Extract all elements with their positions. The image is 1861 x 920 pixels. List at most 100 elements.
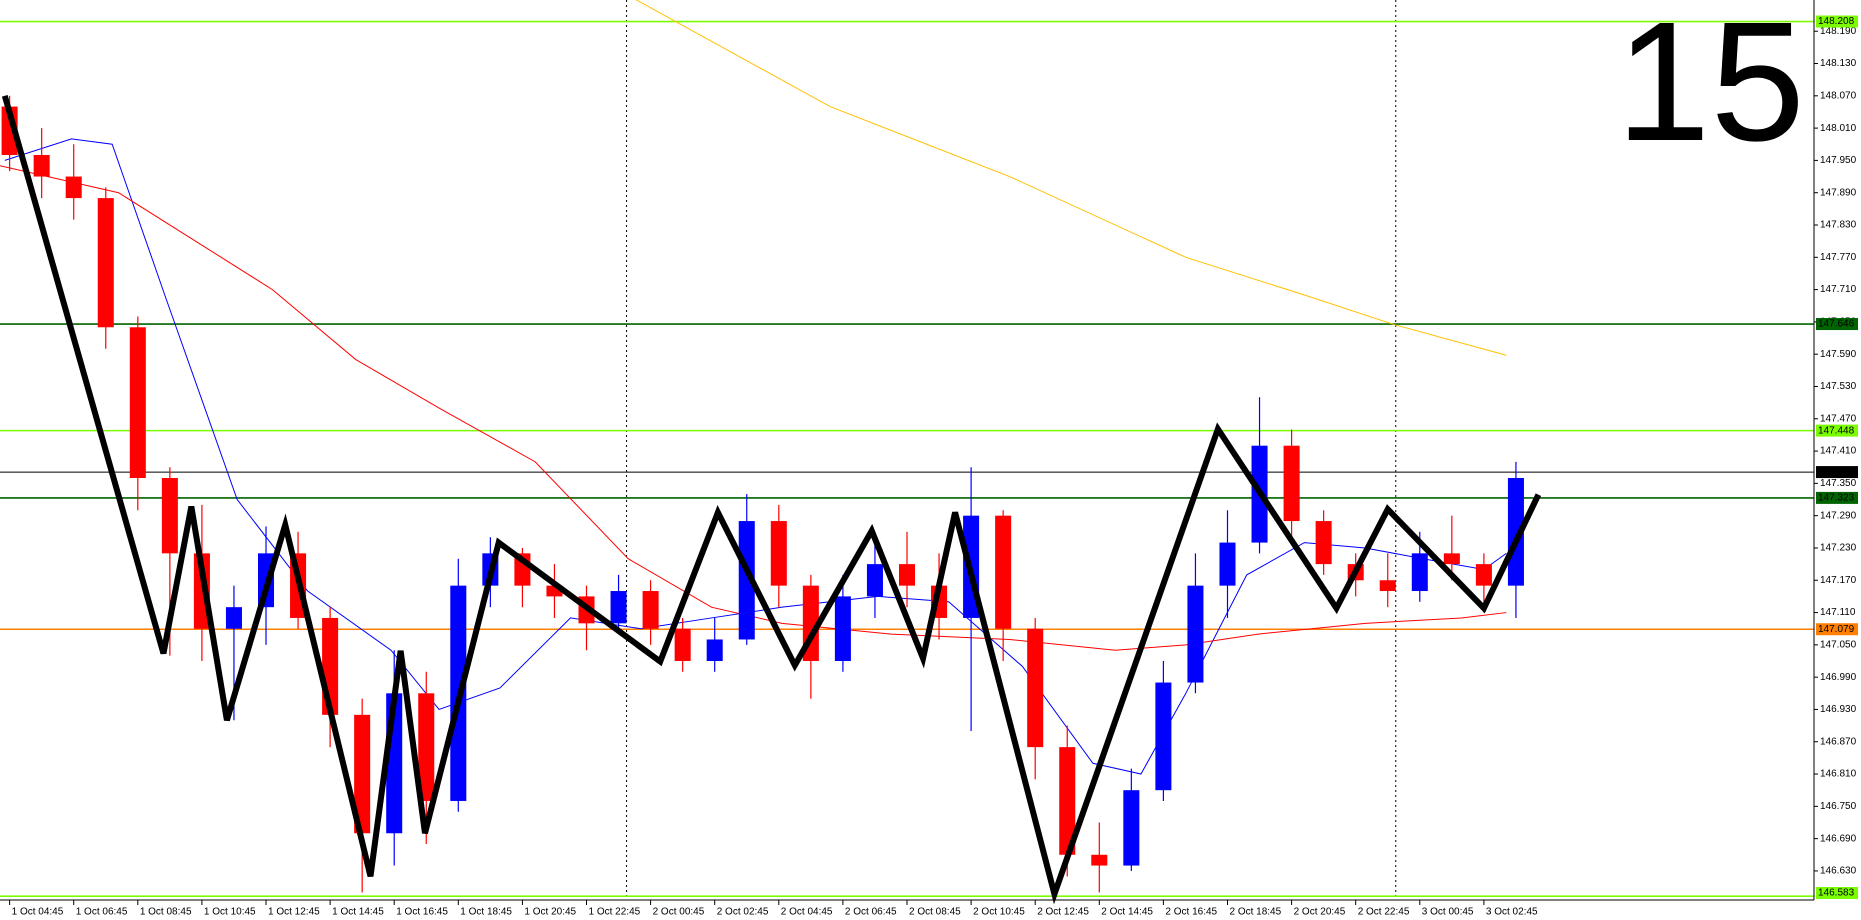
level-label-bg — [1816, 887, 1858, 899]
y-tick-label: 147.470 — [1820, 413, 1857, 424]
x-tick-label: 2 Oct 16:45 — [1165, 907, 1217, 918]
x-tick-label: 1 Oct 12:45 — [268, 907, 320, 918]
y-tick-label: 146.930 — [1820, 704, 1857, 715]
candle-body — [225, 607, 242, 629]
y-tick-label: 147.050 — [1820, 639, 1857, 650]
y-tick-label: 147.410 — [1820, 446, 1857, 457]
y-tick-label: 148.190 — [1820, 26, 1857, 37]
candle-body — [129, 327, 146, 478]
level-label: 148.208 — [1818, 16, 1855, 27]
candle-body — [610, 591, 627, 624]
level-label: 147.371 — [1818, 467, 1855, 478]
x-tick-label: 1 Oct 16:45 — [396, 907, 448, 918]
y-tick-label: 146.630 — [1820, 866, 1857, 877]
level-label: 147.323 — [1818, 493, 1855, 504]
y-tick-label: 148.010 — [1820, 123, 1857, 134]
x-tick-label: 2 Oct 08:45 — [909, 907, 961, 918]
y-tick-label: 147.890 — [1820, 187, 1857, 198]
candle-body — [354, 714, 371, 834]
candle-body — [546, 585, 563, 597]
level-label: 147.079 — [1818, 624, 1855, 635]
candle-body — [1187, 585, 1204, 683]
x-tick-label: 1 Oct 20:45 — [524, 907, 576, 918]
candle-body — [1443, 553, 1460, 565]
y-tick-label: 148.070 — [1820, 90, 1857, 101]
x-tick-label: 2 Oct 12:45 — [1037, 907, 1089, 918]
y-tick-label: 147.230 — [1820, 543, 1857, 554]
level-label-bg — [1816, 491, 1858, 504]
candle-body — [674, 628, 691, 662]
x-tick-label: 2 Oct 22:45 — [1358, 907, 1410, 918]
candle-body — [738, 521, 755, 640]
x-tick-label: 1 Oct 04:45 — [12, 907, 64, 918]
candle-body — [995, 515, 1012, 629]
zigzag — [1, 94, 1542, 905]
x-tick-label: 1 Oct 18:45 — [460, 907, 512, 918]
candle-body — [1219, 542, 1236, 586]
x-tick-label: 2 Oct 18:45 — [1229, 907, 1281, 918]
y-tick-label: 146.870 — [1820, 736, 1857, 747]
candle-body — [1507, 477, 1524, 586]
moving-average — [4, 138, 1507, 775]
x-tick-label: 1 Oct 22:45 — [589, 907, 641, 918]
candle-body — [418, 693, 435, 801]
candle-body — [834, 596, 851, 662]
candle-body — [1027, 628, 1044, 748]
moving-average — [635, 0, 1507, 356]
level-label-bg — [1816, 466, 1858, 479]
y-tick-label: 146.810 — [1820, 769, 1857, 780]
candle-body — [1059, 747, 1076, 855]
x-tick-label: 2 Oct 04:45 — [781, 907, 833, 918]
timeframe-label: 15 — [1616, 0, 1805, 177]
level-label: 146.583 — [1818, 888, 1855, 899]
y-tick-label: 146.690 — [1820, 833, 1857, 844]
y-tick-label: 147.110 — [1820, 607, 1856, 618]
x-tick-label: 2 Oct 20:45 — [1294, 907, 1346, 918]
x-tick-label: 2 Oct 00:45 — [653, 907, 705, 918]
y-tick-label: 146.750 — [1820, 801, 1857, 812]
candle-body — [97, 198, 114, 328]
y-tick-label: 146.990 — [1820, 672, 1857, 683]
candle-body — [33, 155, 50, 177]
y-tick-label: 147.530 — [1820, 381, 1857, 392]
candle-body — [642, 591, 659, 629]
candle-body — [1315, 521, 1332, 565]
moving-average — [0, 165, 1507, 651]
candle-body — [866, 564, 883, 597]
candle-body — [1283, 445, 1300, 522]
candle-body — [1379, 580, 1396, 592]
candle-body — [1475, 564, 1492, 586]
y-tick-label: 147.170 — [1820, 575, 1857, 586]
candle-body — [1411, 553, 1428, 592]
y-tick-label: 147.590 — [1820, 349, 1857, 360]
level-label-bg — [1816, 623, 1858, 636]
y-tick-label: 147.290 — [1820, 510, 1857, 521]
candle-body — [898, 564, 916, 586]
candle-body — [706, 639, 723, 662]
x-tick-label: 3 Oct 00:45 — [1422, 907, 1474, 918]
x-tick-label: 1 Oct 10:45 — [204, 907, 256, 918]
x-tick-label: 2 Oct 14:45 — [1101, 907, 1153, 918]
candle-body — [1091, 854, 1108, 866]
candle-body — [770, 521, 787, 586]
y-tick-label: 148.130 — [1820, 58, 1857, 69]
candle-body — [161, 477, 178, 554]
level-label: 147.448 — [1818, 425, 1855, 436]
x-tick-label: 2 Oct 02:45 — [717, 907, 769, 918]
x-tick-label: 1 Oct 06:45 — [76, 907, 128, 918]
y-tick-label: 147.350 — [1820, 478, 1857, 489]
x-tick-label: 2 Oct 06:45 — [845, 907, 897, 918]
level-label-bg — [1816, 424, 1858, 437]
candle-body — [1155, 682, 1172, 791]
x-tick-label: 3 Oct 02:45 — [1486, 907, 1538, 918]
y-tick-label: 147.770 — [1820, 252, 1857, 263]
level-label: 147.646 — [1818, 319, 1855, 330]
candle-body — [65, 176, 82, 199]
x-tick-label: 1 Oct 14:45 — [332, 907, 384, 918]
x-tick-label: 1 Oct 08:45 — [140, 907, 192, 918]
x-tick-label: 2 Oct 10:45 — [973, 907, 1025, 918]
y-tick-label: 147.830 — [1820, 220, 1857, 231]
